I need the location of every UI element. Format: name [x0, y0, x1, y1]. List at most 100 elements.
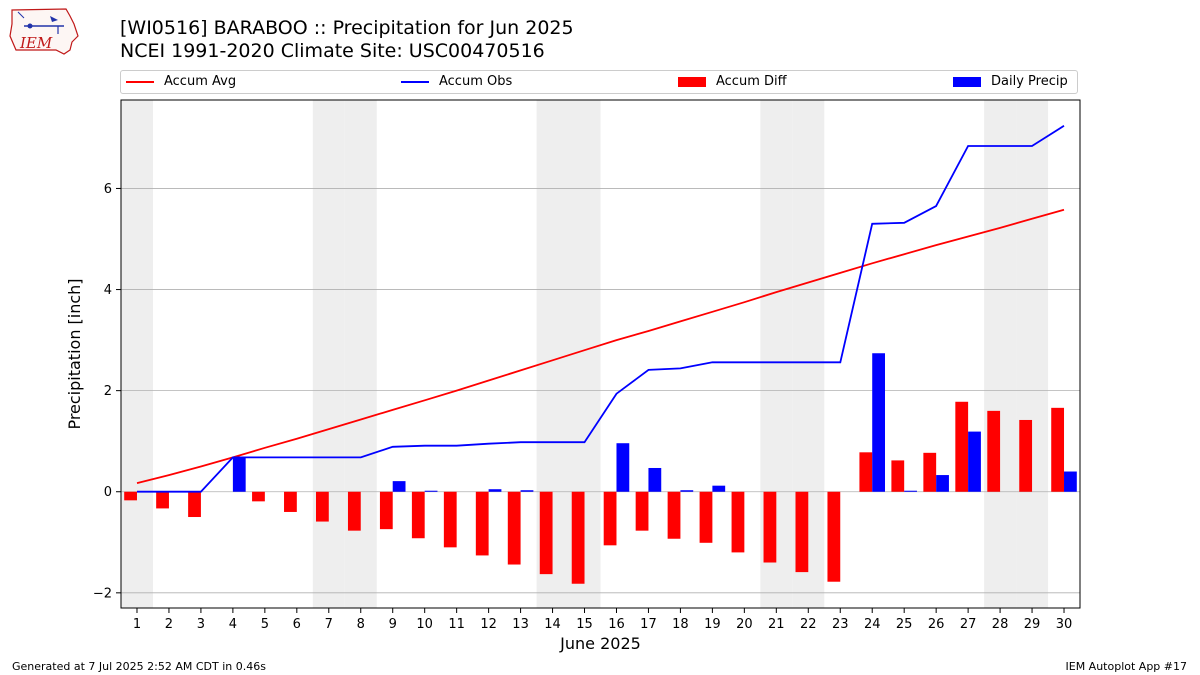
legend-item-daily-precip: Daily Precip [953, 74, 1068, 90]
y-tick-label: 4 [104, 283, 112, 298]
x-tick-label: 25 [896, 617, 913, 632]
accum-diff-bar [124, 491, 137, 501]
x-tick-label: 27 [960, 617, 977, 632]
x-tick-label: 23 [832, 617, 849, 632]
accum-diff-bar [731, 491, 745, 553]
daily-precip-bar [936, 475, 949, 492]
footer-generated: Generated at 7 Jul 2025 2:52 AM CDT in 0… [12, 660, 266, 673]
accum-diff-bar [443, 491, 457, 548]
legend: Accum Avg Accum Obs Accum Diff Daily Pre… [120, 70, 1078, 94]
x-tick-label: 16 [608, 617, 625, 632]
accum-diff-bar [539, 491, 553, 575]
x-tick-label: 30 [1056, 617, 1073, 632]
x-tick-label: 24 [864, 617, 881, 632]
daily-precip-bar [424, 490, 438, 492]
x-tick-label: 3 [197, 617, 205, 632]
x-tick-label: 19 [704, 617, 721, 632]
weekend-band [121, 100, 153, 608]
accum-diff-bar [603, 491, 617, 546]
daily-precip-bar [616, 443, 630, 492]
daily-precip-bar [712, 485, 726, 492]
bar-series [124, 353, 1077, 584]
accum-diff-bar [923, 452, 937, 492]
x-tick-label: 5 [261, 617, 269, 632]
x-tick-label: 15 [576, 617, 593, 632]
x-axis-label: June 2025 [559, 634, 641, 653]
legend-label-accum-diff: Accum Diff [716, 74, 787, 89]
accum-diff-bar [411, 491, 425, 539]
accum-diff-bar [156, 491, 169, 509]
accum-diff-bar [955, 401, 969, 492]
y-axis-label: Precipitation [inch] [65, 278, 84, 429]
y-tick-label: 0 [104, 485, 112, 500]
accum-diff-bar [635, 491, 649, 531]
logo-text: IEM [19, 34, 53, 52]
x-tick-label: 4 [229, 617, 237, 632]
x-tick-label: 10 [416, 617, 433, 632]
accum-diff-bar [1051, 407, 1065, 492]
accum-diff-bar [699, 491, 713, 543]
daily-precip-bar [968, 431, 981, 492]
daily-precip-bar [1064, 471, 1077, 492]
accum-diff-bar [379, 491, 393, 530]
daily-precip-bar [872, 353, 886, 492]
x-tick-label: 8 [357, 617, 365, 632]
accum-avg-line [136, 208, 1065, 484]
x-tick-label: 21 [768, 617, 785, 632]
footer-app: IEM Autoplot App #17 [1065, 660, 1188, 673]
x-tick-label: 9 [389, 617, 397, 632]
accum-diff-bar [1019, 419, 1033, 492]
legend-swatch-accum-obs [401, 80, 429, 83]
accum-diff-bar [827, 491, 841, 582]
gridlines [121, 188, 1080, 594]
legend-swatch-accum-diff [678, 76, 706, 87]
x-tick-label: 6 [293, 617, 301, 632]
daily-precip-bar [488, 489, 502, 492]
accum-diff-bar [571, 491, 585, 584]
y-tick-label: −2 [93, 586, 112, 601]
x-tick-label: 29 [1024, 617, 1041, 632]
daily-precip-bar [648, 467, 662, 492]
accum-diff-bar [252, 491, 265, 502]
iem-logo: IEM [8, 6, 80, 58]
accum-diff-bar [859, 452, 873, 492]
legend-swatch-accum-avg [126, 80, 154, 83]
accum-diff-bar [347, 491, 361, 531]
legend-item-accum-avg: Accum Avg [126, 74, 236, 90]
x-tick-label: 11 [448, 617, 465, 632]
daily-precip-bar [392, 481, 406, 492]
daily-precip-bar [520, 490, 534, 492]
accum-diff-bar [987, 410, 1001, 492]
y-tick-label: 2 [104, 384, 112, 399]
accum-diff-bar [188, 491, 201, 518]
legend-label-daily-precip: Daily Precip [991, 74, 1068, 89]
legend-item-accum-obs: Accum Obs [401, 74, 512, 90]
x-tick-label: 13 [512, 617, 529, 632]
accum-diff-bar [795, 491, 809, 573]
daily-precip-bar [904, 490, 917, 492]
x-tick-label: 26 [928, 617, 945, 632]
x-tick-label: 12 [480, 617, 497, 632]
daily-precip-bar [680, 490, 694, 492]
x-tick-label: 2 [165, 617, 173, 632]
daily-precip-bar [232, 457, 246, 492]
legend-swatch-daily-precip [953, 76, 981, 87]
accum-diff-bar [667, 491, 681, 539]
accum-diff-bar [891, 460, 905, 492]
legend-label-accum-avg: Accum Avg [164, 74, 237, 89]
chart-title: [WI0516] BARABOO :: Precipitation for Ju… [120, 17, 574, 39]
x-tick-label: 14 [544, 617, 561, 632]
accum-diff-bar [284, 491, 297, 512]
x-tick-label: 7 [325, 617, 333, 632]
legend-item-accum-diff: Accum Diff [678, 74, 787, 90]
accum-diff-bar [507, 491, 521, 565]
x-tick-label: 22 [800, 617, 817, 632]
weekend-band [312, 100, 345, 608]
iem-logo-graphic: IEM [9, 8, 79, 55]
weekend-band [984, 100, 1017, 608]
x-tick-label: 18 [672, 617, 689, 632]
line-series [136, 125, 1065, 493]
accum-diff-bar [315, 491, 329, 522]
